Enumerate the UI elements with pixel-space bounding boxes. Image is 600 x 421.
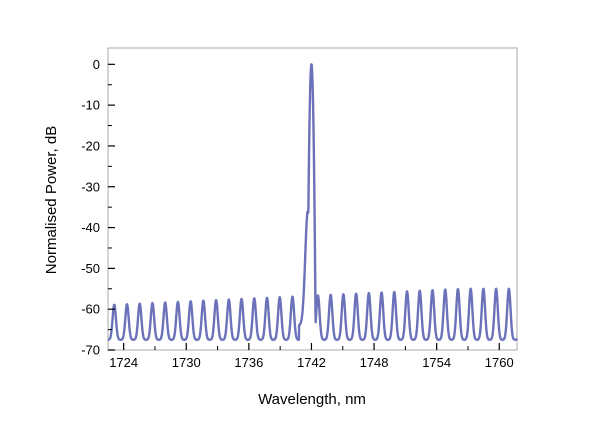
y-tick-label--30: -30 <box>81 179 100 194</box>
y-tick-label--70: -70 <box>81 343 100 358</box>
x-tick-label-1724: 1724 <box>109 355 138 370</box>
x-tick-label-1760: 1760 <box>485 355 514 370</box>
y-tick-label--20: -20 <box>81 138 100 153</box>
x-tick-label-1742: 1742 <box>297 355 326 370</box>
x-tick-label-1736: 1736 <box>234 355 263 370</box>
spectrum-line <box>106 63 519 341</box>
y-axis-title: Normalised Power, dB <box>43 126 60 274</box>
y-tick-label--40: -40 <box>81 220 100 235</box>
x-tick-label-1730: 1730 <box>172 355 201 370</box>
y-tick-label--50: -50 <box>81 261 100 276</box>
x-tick-label-1748: 1748 <box>360 355 389 370</box>
spectrum-layer <box>106 63 519 341</box>
y-tick-label--10: -10 <box>81 98 100 113</box>
x-axis-title: Wavelength, nm <box>258 391 366 408</box>
plot-frame <box>107 47 518 351</box>
x-tick-label-1754: 1754 <box>422 355 451 370</box>
axes-layer: 1724 1730 1736 1742 1748 1754 1760 0 -10 -20 -30 -4… <box>81 57 514 370</box>
y-tick-label--60: -60 <box>81 302 100 317</box>
y-tick-label-0: 0 <box>93 57 100 72</box>
